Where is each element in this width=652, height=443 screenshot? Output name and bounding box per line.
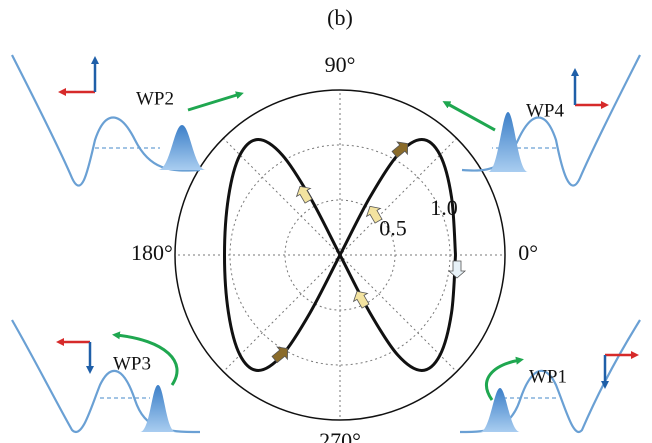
schematic-wp3 [12, 320, 200, 432]
r-tick-label: 0.5 [379, 215, 407, 240]
schematic-wp2 [12, 55, 240, 186]
annotation: WP4 [526, 100, 565, 121]
annotation: WP2 [136, 88, 174, 109]
theta-tick-label: 270° [319, 428, 361, 443]
chart-title: (b) [327, 5, 353, 30]
theta-tick-label: 0° [518, 240, 538, 265]
annotation: WP1 [529, 366, 567, 387]
theta-tick-label: 180° [131, 240, 173, 265]
annotation: WP3 [113, 353, 151, 374]
plot-area: 0.51.00°90°180°270° [131, 52, 538, 443]
figure: (b) 0.51.00°90°180°270° WP2 [0, 0, 652, 443]
theta-tick-label: 90° [325, 52, 356, 77]
